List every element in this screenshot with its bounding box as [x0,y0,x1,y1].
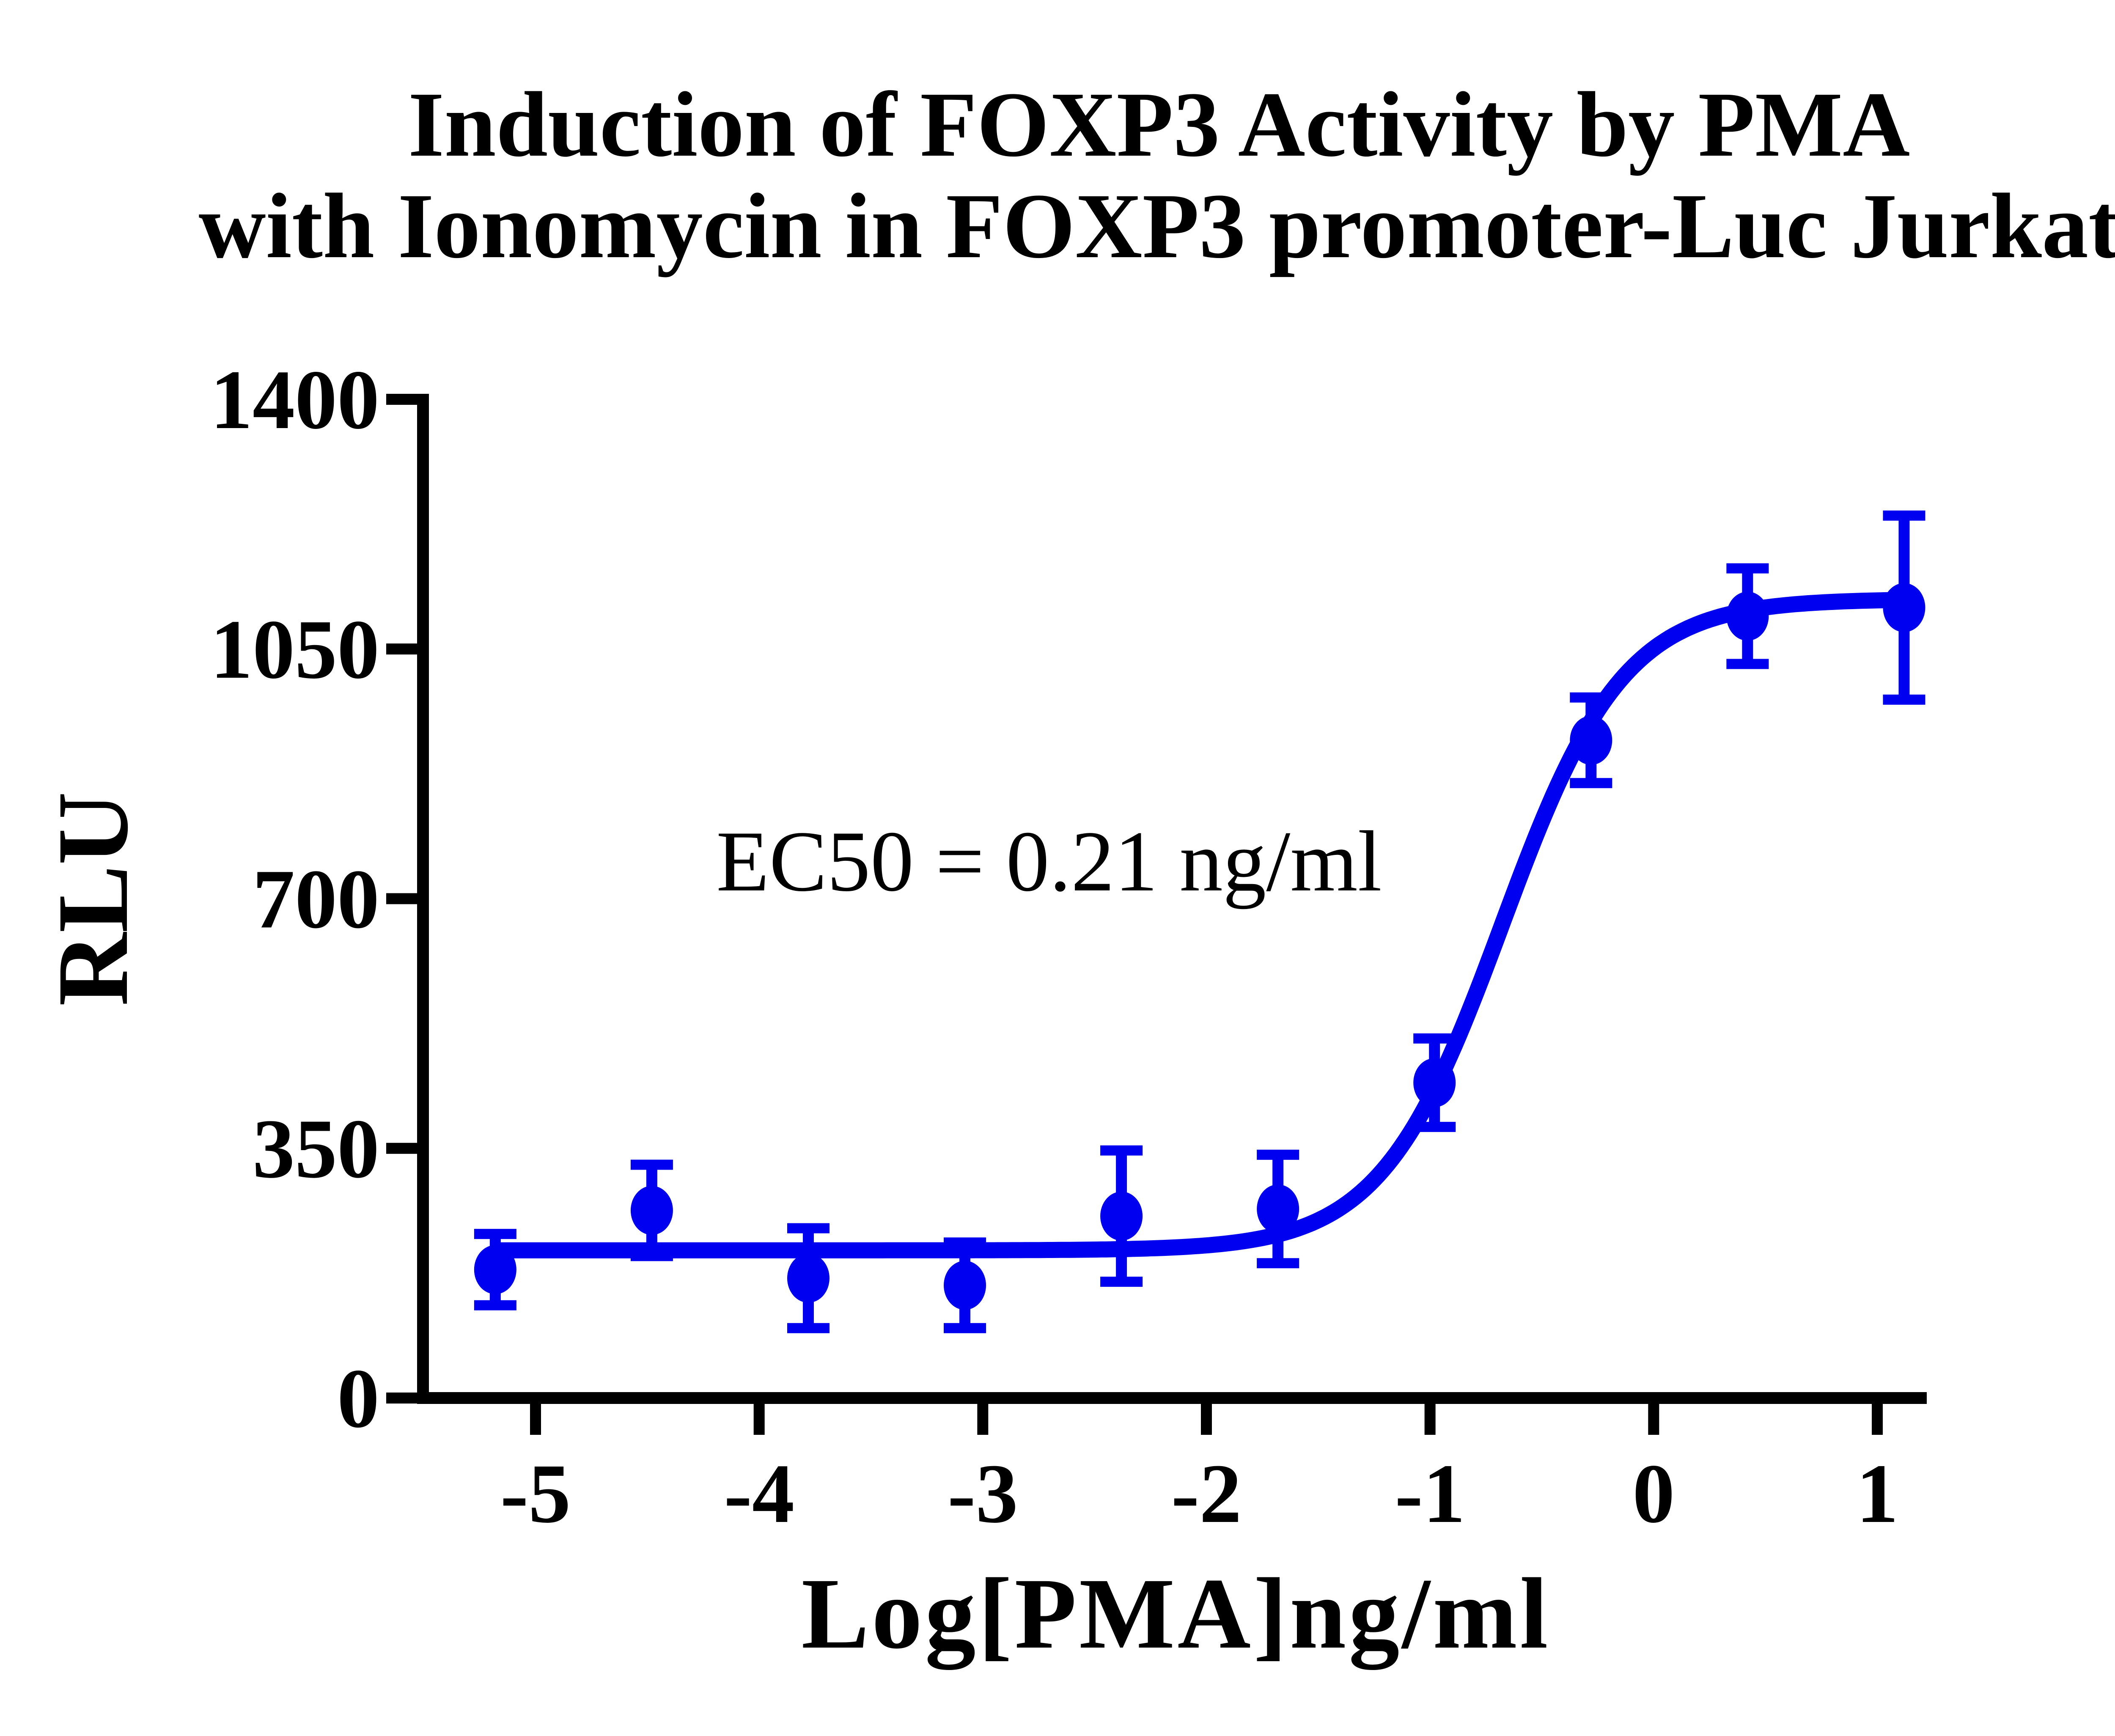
data-point [1726,591,1769,641]
data-point [1883,583,1925,632]
data-point [1257,1184,1299,1234]
fit-curve [489,592,1906,1258]
y-axis-title: RLU [36,792,149,1006]
error-bars-group [474,510,1925,1333]
x-tick-label: -4 [724,1447,794,1541]
y-tick-label: 1400 [210,353,379,447]
y-tick-label: 0 [337,1352,379,1445]
data-point [1413,1058,1456,1107]
data-point [474,1245,516,1294]
x-tick-label: -1 [1395,1447,1465,1541]
x-tick-label: -3 [948,1447,1018,1541]
x-tick-label: 0 [1632,1447,1675,1541]
data-points-group [474,583,1925,1310]
y-tick-label: 700 [253,853,379,946]
x-axis-title: Log[PMA]ng/ml [801,1557,1550,1670]
y-tick-labels-group: 0 350 700 1050 1400 [210,353,379,1445]
x-tick-label: -5 [500,1447,571,1541]
y-tick-label: 1050 [210,603,379,696]
data-point [944,1261,986,1310]
x-tick-label: -2 [1171,1447,1242,1541]
axes-group [386,394,1927,1435]
data-point [1100,1191,1143,1241]
data-point [787,1253,830,1303]
x-tick-labels-group: -5 -4 -3 -2 -1 0 1 [500,1447,1898,1541]
x-ticks-group [530,1404,1883,1435]
ec50-annotation: EC50 = 0.21 ng/ml [716,813,1382,909]
chart-title-line1: Induction of FOXP3 Activity by PMA [408,73,1910,176]
y-tick-label: 350 [253,1102,379,1196]
chart-title-line2: with Ionomycin in FOXP3 promoter-Luc Jur… [199,174,2115,277]
data-point [630,1186,673,1235]
y-ticks-group [386,394,417,1404]
data-point [1570,716,1612,765]
x-tick-label: 1 [1856,1447,1898,1541]
